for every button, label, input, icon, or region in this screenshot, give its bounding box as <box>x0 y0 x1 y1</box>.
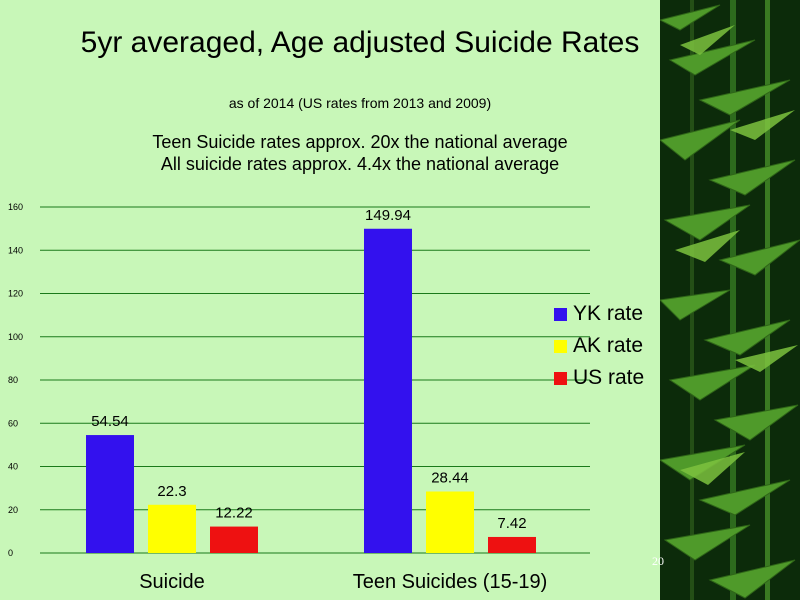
y-tick-label: 160 <box>8 202 23 212</box>
slide-subtitle: as of 2014 (US rates from 2013 and 2009) <box>228 95 492 111</box>
legend-item: YK rate <box>554 298 644 330</box>
legend-swatch <box>554 307 567 321</box>
data-label: 12.22 <box>215 505 253 522</box>
x-category-label: Suicide <box>139 571 205 593</box>
data-label: 22.3 <box>157 483 186 500</box>
bamboo-decoration <box>660 0 800 600</box>
x-category-label: Teen Suicides (15-19) <box>353 571 548 593</box>
bar-us-rate <box>488 536 536 553</box>
data-label: 54.54 <box>91 413 129 430</box>
y-tick-label: 140 <box>8 245 23 255</box>
bar-ak-rate <box>148 504 196 553</box>
legend-item: US rate <box>554 362 644 394</box>
bar-ak-rate <box>426 491 474 553</box>
y-tick-label: 60 <box>8 418 18 428</box>
y-tick-label: 20 <box>8 505 18 515</box>
data-label: 28.44 <box>431 469 469 486</box>
y-tick-label: 100 <box>8 332 23 342</box>
data-label: 149.94 <box>365 207 411 224</box>
note-teen-rate: Teen Suicide rates approx. 20x the natio… <box>152 132 568 152</box>
legend-swatch <box>554 371 567 385</box>
y-tick-label: 40 <box>8 462 18 472</box>
y-tick-label: 120 <box>8 289 23 299</box>
y-tick-label: 80 <box>8 375 18 385</box>
note-all-rate: All suicide rates approx. 4.4x the natio… <box>160 154 560 174</box>
bar-yk-rate <box>86 435 134 553</box>
legend-swatch <box>554 339 567 353</box>
bar-yk-rate <box>364 228 412 553</box>
legend-label: YK rate <box>573 302 644 325</box>
legend-item: AK rate <box>554 330 644 362</box>
legend-label: AK rate <box>573 334 644 357</box>
data-label: 7.42 <box>497 515 526 532</box>
chart-legend: YK rate AK rate US rate <box>554 298 644 394</box>
bar-us-rate <box>210 526 258 553</box>
y-tick-label: 0 <box>8 548 13 558</box>
legend-label: US rate <box>573 366 645 389</box>
slide-title: 5yr averaged, Age adjusted Suicide Rates <box>80 26 640 59</box>
slide-number: 20 <box>652 554 664 568</box>
